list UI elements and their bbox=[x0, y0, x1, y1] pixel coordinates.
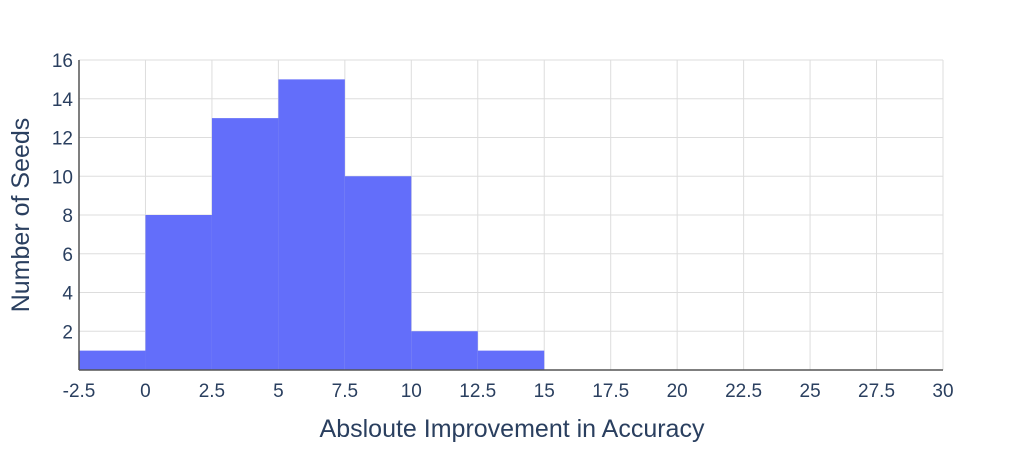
x-tick-label: 5 bbox=[273, 381, 284, 402]
y-tick-label: 4 bbox=[62, 284, 73, 305]
y-tick-label: 6 bbox=[62, 245, 73, 266]
x-tick-label: 0 bbox=[140, 381, 151, 402]
y-tick-label: 14 bbox=[52, 90, 74, 111]
x-tick-label: -2.5 bbox=[63, 381, 96, 402]
histogram-bar bbox=[211, 118, 279, 370]
x-tick-label: 2.5 bbox=[199, 381, 225, 402]
x-tick-label: 10 bbox=[401, 381, 422, 402]
y-tick-label: 8 bbox=[62, 206, 73, 227]
x-tick-label: 25 bbox=[800, 381, 821, 402]
x-axis-title: Absloute Improvement in Accuracy bbox=[320, 415, 705, 443]
histogram-bar bbox=[477, 350, 545, 370]
x-tick-label: 7.5 bbox=[332, 381, 358, 402]
x-tick-label: 20 bbox=[667, 381, 688, 402]
ticks-layer: -2.5 0 2.5 5 7.5 10 12.5 15 17.5 20 22.5 25 27.5 30 2 4… bbox=[52, 51, 954, 402]
x-tick-label: 22.5 bbox=[725, 381, 762, 402]
y-tick-label: 2 bbox=[62, 322, 73, 343]
y-tick-label: 12 bbox=[52, 129, 73, 150]
axes-layer bbox=[78, 60, 943, 371]
histogram-bar bbox=[411, 331, 478, 370]
x-tick-label: 12.5 bbox=[459, 381, 496, 402]
y-tick-label: 10 bbox=[52, 167, 73, 188]
histogram-bar bbox=[79, 350, 146, 370]
histogram-bar bbox=[278, 79, 345, 370]
x-tick-label: 27.5 bbox=[858, 381, 895, 402]
histogram-bar bbox=[145, 215, 212, 370]
bars-layer bbox=[79, 79, 545, 370]
x-tick-label: 30 bbox=[932, 381, 953, 402]
x-tick-label: 17.5 bbox=[592, 381, 629, 402]
histogram-bar bbox=[344, 176, 412, 370]
y-axis-title: Number of Seeds bbox=[7, 118, 35, 313]
y-tick-label: 16 bbox=[52, 51, 73, 72]
x-tick-label: 15 bbox=[534, 381, 555, 402]
